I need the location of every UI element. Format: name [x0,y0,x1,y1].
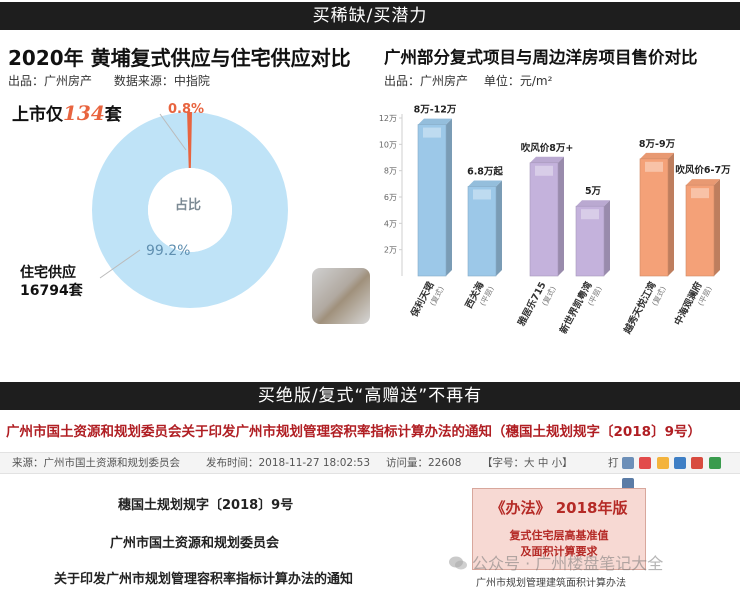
residential-label: 住宅供应 [20,265,76,281]
bar-value-label-0: 8万-12万 [414,105,457,116]
share-weibo-icon[interactable] [639,457,652,469]
bar-side-2 [558,156,564,276]
price-bar-chart: 2万4万6万8万10万12万8万-12万保利天珺(复式)6.8万起西关海(平层)… [379,105,731,337]
y-tick-label-3: 8万 [384,167,397,176]
bar-top-2 [530,156,564,163]
leader-line-big [99,249,141,279]
bar-cap-2 [535,165,553,176]
bar-cap-1 [473,189,491,200]
left-panel-title: 2020年 黄埔复式供应与住宅供应对比 [8,46,351,70]
bar-side-3 [604,200,610,276]
x-label-4: 越秀天悦江湾 [621,279,659,336]
left-panel-meta: 出品：广州房产 数据来源：中指院 [8,72,210,89]
right-panel-meta: 出品：广州房产 单位：元/m² [384,72,552,89]
law-box-line2: 及面积计算要求 [520,545,598,558]
donut-chart [92,112,288,308]
bar-value-label-2: 吹风价8万+ [521,142,574,154]
share-kaixin-icon[interactable] [691,457,704,469]
doc-published: 发布时间：2018-11-27 18:02:53 [206,457,371,469]
doc-source: 来源：广州市国土资源和规划委员会 [12,457,180,469]
left-source-out: 出品：广州房产 [8,74,93,88]
small-percentage: 0.8% [168,102,205,117]
share-qzone-icon[interactable] [656,457,669,469]
document-headline: 广州市国土资源和规划委员会关于印发广州市规划管理容积率指标计算办法的通知（穗国土… [6,424,701,440]
bar-side-5 [714,179,720,276]
law-box-title: 《办法》 2018年版 [490,499,628,517]
right-source-out: 出品：广州房产 [384,74,469,88]
y-tick-label-1: 4万 [384,219,397,228]
watermark-text: 公众号 · 广州楼盘笔记大全 [472,554,664,573]
listed-suffix: 套 [104,105,122,125]
bar-4 [639,158,669,277]
y-tick-label-0: 2万 [384,246,397,255]
right-unit: 单位：元/m² [483,74,553,88]
law-footer: 广州市规划管理建筑面积计算办法 [476,578,626,589]
donut-slice-listed [187,112,192,169]
bar-top-0 [418,118,452,125]
watermark: 公众号 · 广州楼盘笔记大全 [448,550,663,574]
doc-line-notice: 关于印发广州市规划管理容积率指标计算办法的通知 [54,572,354,587]
top-banner: 买稀缺/买潜力 [0,2,740,30]
bar-side-4 [668,152,674,276]
bar-2 [529,162,559,277]
x-label-3: 新世界凯粤湾 [557,279,595,335]
bar-3 [575,205,605,277]
document-info-bar: 来源：广州市国土资源和规划委员会 发布时间：2018-11-27 18:02:5… [0,452,740,490]
listed-label: 上市仅134套 [12,100,122,125]
blurred-qr-image [312,268,370,324]
bar-top-3 [576,200,610,207]
wechat-icon [449,556,467,570]
bar-top-1 [468,180,502,187]
bar-5 [685,184,715,277]
bar-0 [417,124,447,277]
bar-1 [467,186,497,277]
doc-visits: 访问量：22608 [386,457,462,469]
share-icons [622,457,740,490]
donut-center-label: 占比 [174,198,201,213]
bar-value-label-5: 吹风价6-7万 [675,164,731,176]
left-source-data: 数据来源：中指院 [113,74,210,88]
doc-print[interactable]: 打 [608,457,619,469]
big-percentage: 99.2% [146,243,191,259]
leader-line-small [159,113,187,151]
bar-cap-4 [645,161,663,172]
y-tick-label-4: 10万 [379,140,397,149]
y-tick-label-5: 12万 [379,114,397,123]
share-renren-icon[interactable] [674,457,687,469]
doc-line-agency: 广州市国土资源和规划委员会 [110,536,280,551]
y-tick-label-2: 6万 [384,193,397,202]
bar-value-label-1: 6.8万起 [467,165,503,177]
bar-top-4 [640,152,674,159]
listed-count: 134 [63,101,105,125]
bar-cap-0 [423,127,441,138]
bar-side-1 [496,180,502,276]
law-highlight-box: 《办法》 2018年版 复式住宅层高基准值 及面积计算要求 [472,488,646,570]
bar-cap-5 [691,188,709,199]
print-icon[interactable] [622,457,634,469]
bar-side-0 [446,118,452,276]
listed-prefix: 上市仅 [12,105,63,125]
residential-count: 16794套 [20,283,83,299]
right-panel-title: 广州部分复式项目与周边洋房项目售价对比 [384,48,698,67]
share-douban-icon[interactable] [708,457,721,469]
bar-top-5 [686,179,720,186]
bar-cap-3 [581,209,599,220]
law-box-line1: 复式住宅层高基准值 [509,529,609,542]
share-more-icon[interactable] [622,478,634,490]
middle-banner: 买绝版/复式“高赠送”不再有 [0,382,740,410]
donut-hole [148,168,232,252]
doc-line-code: 穗国土规划规字〔2018〕9号 [118,498,294,513]
bar-value-label-3: 5万 [585,186,602,197]
doc-font-size[interactable]: 【字号：大 中 小】 [482,457,573,469]
bar-value-label-4: 8万-9万 [639,139,676,150]
